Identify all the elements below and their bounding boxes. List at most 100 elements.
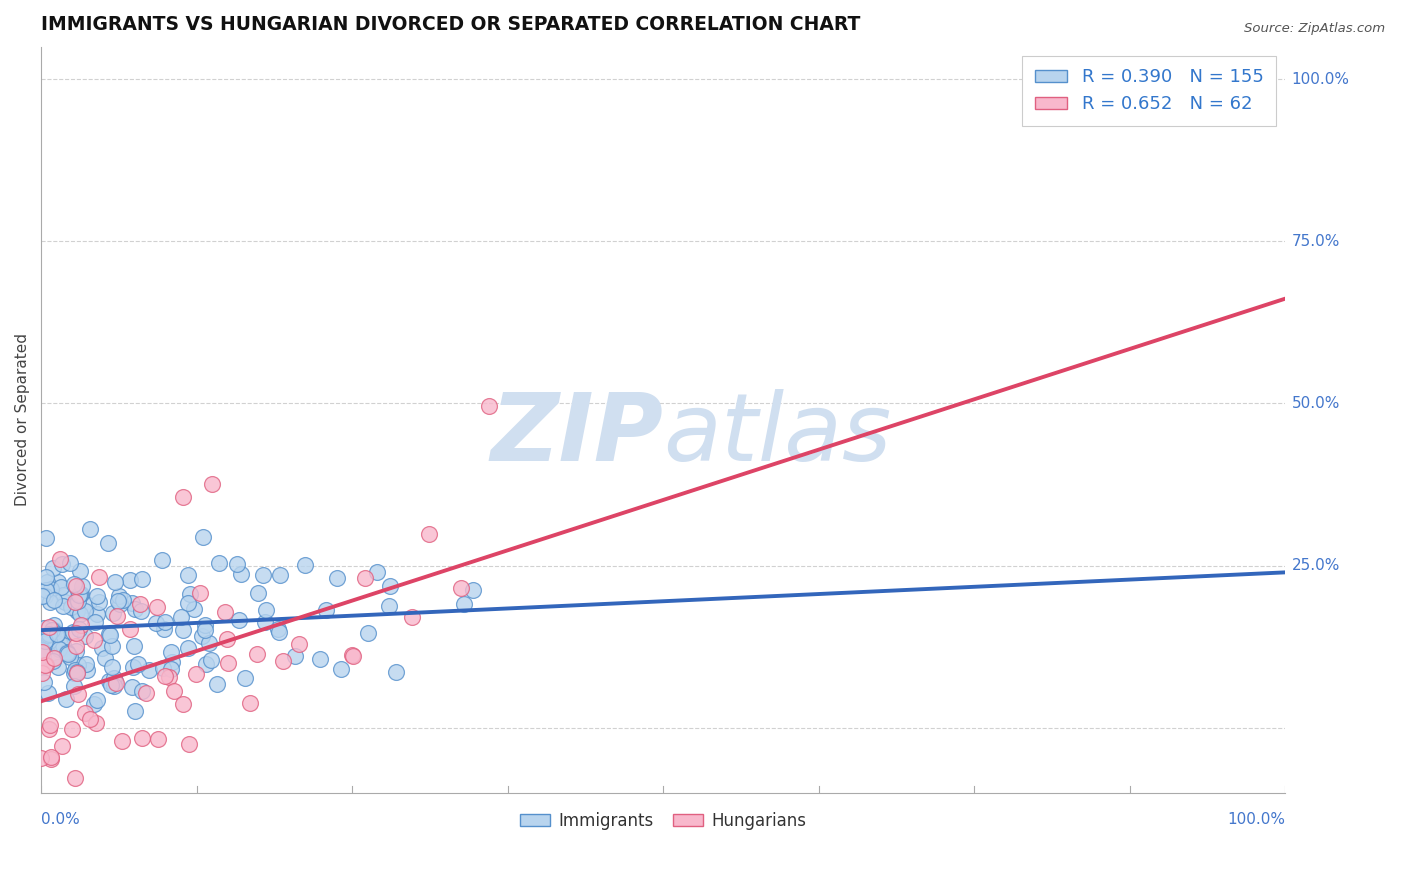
Point: [65, 664, 87, 678]
Point: [208, 556, 231, 570]
Point: [34, 589, 56, 603]
Point: [65, 626, 87, 640]
Point: [67, 594, 90, 608]
Point: [104, 674, 127, 689]
Point: [45, 628, 67, 642]
Point: [267, 622, 290, 636]
Point: [52, 589, 75, 603]
Text: Source: ZipAtlas.com: Source: ZipAtlas.com: [1244, 22, 1385, 36]
Point: [105, 609, 128, 624]
Point: [56, 645, 79, 659]
Point: [190, 585, 212, 599]
Point: [194, 657, 217, 671]
Point: [177, 737, 200, 751]
Point: [231, 567, 253, 582]
Point: [69, 607, 91, 622]
Point: [89, 818, 111, 832]
Point: [55, 691, 77, 706]
Point: [38, 626, 60, 640]
Point: [62, 577, 84, 591]
Point: [69, 564, 91, 578]
Point: [287, 637, 309, 651]
Point: [39, 752, 62, 766]
Point: [75, 706, 97, 720]
Point: [129, 604, 152, 618]
Point: [87, 594, 110, 608]
Point: [271, 654, 294, 668]
Point: [86, 607, 108, 621]
Point: [41, 654, 63, 668]
Point: [121, 596, 143, 610]
Point: [49, 629, 72, 643]
Point: [177, 596, 200, 610]
Point: [34, 658, 56, 673]
Point: [31, 645, 53, 659]
Point: [59, 649, 82, 664]
Point: [150, 553, 173, 567]
Point: [45, 627, 67, 641]
Text: 25.0%: 25.0%: [1292, 558, 1340, 574]
Point: [86, 589, 108, 603]
Point: [191, 530, 214, 544]
Point: [155, 615, 177, 629]
Point: [217, 656, 239, 670]
Point: [329, 662, 352, 676]
Point: [354, 571, 377, 585]
Point: [124, 602, 146, 616]
Point: [450, 582, 472, 596]
Point: [63, 666, 86, 681]
Point: [66, 604, 89, 618]
Point: [214, 605, 236, 619]
Point: [172, 698, 194, 712]
Point: [103, 671, 125, 685]
Point: [108, 597, 131, 611]
Point: [179, 587, 201, 601]
Point: [41, 582, 63, 597]
Point: [191, 629, 214, 643]
Point: [127, 657, 149, 672]
Point: [42, 561, 65, 575]
Point: [62, 625, 84, 640]
Point: [145, 616, 167, 631]
Point: [215, 632, 238, 646]
Point: [46, 575, 69, 590]
Point: [37, 628, 59, 642]
Point: [38, 620, 60, 634]
Point: [124, 704, 146, 718]
Point: [118, 622, 141, 636]
Point: [77, 818, 100, 832]
Point: [42, 623, 65, 637]
Text: 75.0%: 75.0%: [1292, 234, 1340, 249]
Point: [239, 697, 262, 711]
Point: [35, 570, 58, 584]
Point: [105, 675, 128, 690]
Point: [198, 636, 221, 650]
Point: [177, 568, 200, 582]
Point: [45, 635, 67, 649]
Point: [66, 666, 89, 681]
Point: [108, 589, 131, 603]
Point: [38, 723, 60, 737]
Point: [478, 399, 501, 413]
Point: [70, 587, 93, 601]
Point: [86, 716, 108, 731]
Text: atlas: atlas: [664, 389, 891, 480]
Point: [51, 580, 73, 594]
Point: [51, 739, 73, 753]
Point: [59, 556, 82, 570]
Point: [340, 648, 363, 663]
Point: [252, 567, 274, 582]
Point: [76, 663, 98, 677]
Point: [226, 557, 249, 571]
Point: [38, 626, 60, 640]
Point: [100, 678, 122, 692]
Point: [63, 679, 86, 693]
Point: [75, 604, 97, 618]
Point: [138, 663, 160, 677]
Point: [35, 574, 58, 589]
Point: [70, 617, 93, 632]
Point: [31, 666, 53, 681]
Point: [76, 598, 98, 612]
Point: [366, 566, 388, 580]
Point: [121, 680, 143, 694]
